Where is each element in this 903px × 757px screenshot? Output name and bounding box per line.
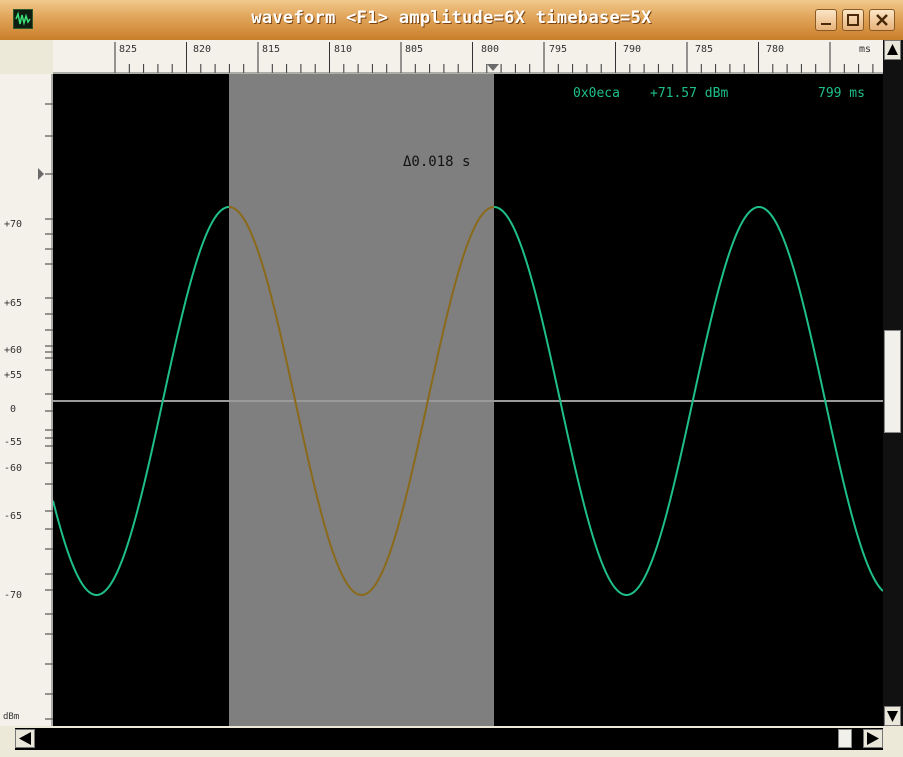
axis-label: -70 [4,590,23,601]
ruler-label: 810 [334,44,353,55]
scroll-down-button[interactable] [884,706,901,726]
axis-label: +60 [4,345,23,356]
close-button[interactable] [869,9,895,31]
scroll-up-button[interactable] [884,40,901,60]
horizontal-scrollbar[interactable] [15,728,883,750]
cursor-marker-icon[interactable] [487,64,499,71]
waveform-trace [53,205,883,596]
ruler-ticks [53,42,883,74]
close-icon [876,14,888,26]
ruler-corner [0,40,53,74]
arrow-down-icon [887,711,898,722]
axis-label: -60 [4,463,23,474]
selection-delta-label: Δ0.018 s [403,154,471,170]
amplitude-axis: +70 +65 +60 +55 0 -55 -60 -65 -70 dBm [0,74,54,726]
window-title: waveform <F1> amplitude=6X timebase=5X [251,8,652,28]
waveform-trace-selected [228,206,495,596]
axis-label: 0 [10,404,17,415]
arrow-up-icon [887,44,898,55]
scroll-left-button[interactable] [15,729,35,748]
ruler-label: 805 [405,44,424,55]
minimize-button[interactable] [815,9,837,31]
axis-label: +70 [4,219,23,230]
time-ruler[interactable]: 825 820 815 810 805 800 795 790 785 780 … [53,40,883,75]
readout-level: +71.57 dBm [650,86,729,101]
axis-label: -55 [4,437,23,448]
axis-ticks [45,74,53,726]
waveform-plot[interactable]: 0x0eca +71.57 dBm 799 ms Δ0.018 s [53,74,883,726]
maximize-button[interactable] [842,9,864,31]
axis-label: +65 [4,298,23,309]
ruler-label: 800 [481,44,500,55]
ruler-label: 780 [766,44,785,55]
ruler-label: 795 [549,44,568,55]
ruler-label: 785 [695,44,714,55]
waveform-canvas [53,74,883,726]
ruler-label: 790 [623,44,642,55]
horizontal-scroll-thumb[interactable] [838,729,852,748]
maximize-icon [847,14,859,26]
vertical-scroll-thumb[interactable] [884,330,901,433]
ruler-unit-label: ms [859,44,872,55]
axis-label: +55 [4,370,23,381]
arrow-right-icon [867,732,879,745]
scroll-right-button[interactable] [863,729,883,748]
ruler-label: 820 [193,44,212,55]
waveform-icon[interactable] [13,9,33,29]
minimize-icon [821,23,831,25]
title-bar[interactable]: waveform <F1> amplitude=6X timebase=5X [0,0,903,41]
arrow-left-icon [19,732,31,745]
readout-address: 0x0eca [573,86,620,101]
axis-label: -65 [4,511,23,522]
level-marker-icon[interactable] [38,168,44,180]
ruler-label: 815 [262,44,281,55]
axis-unit-label: dBm [3,712,20,722]
readout-time: 799 ms [818,86,865,101]
ruler-label: 825 [119,44,138,55]
vertical-scrollbar[interactable] [883,40,903,726]
